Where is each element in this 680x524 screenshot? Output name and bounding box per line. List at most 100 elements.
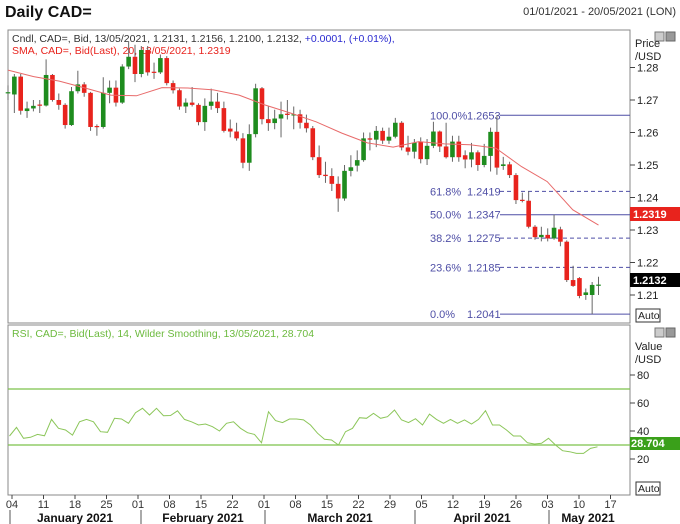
candle[interactable] — [342, 165, 347, 201]
candle[interactable] — [164, 56, 170, 86]
candle[interactable] — [570, 265, 576, 287]
candle[interactable] — [132, 44, 138, 83]
candle[interactable] — [278, 101, 284, 138]
candle[interactable] — [310, 126, 316, 161]
candle[interactable] — [151, 62, 157, 79]
candle[interactable] — [62, 103, 68, 129]
candle[interactable] — [456, 135, 462, 162]
candle[interactable] — [24, 101, 30, 118]
candle[interactable] — [545, 228, 551, 242]
candle[interactable] — [100, 77, 106, 129]
candle[interactable] — [177, 88, 182, 110]
date-range[interactable]: 01/01/2021 - 20/05/2021 (LON) — [523, 6, 676, 18]
fibonacci-retracement[interactable]: 100.0% 1.2653 61.8% 1.2419 50.0% 1.2347 38.2% 1… — [430, 110, 630, 321]
candle[interactable] — [589, 282, 595, 315]
candle[interactable] — [246, 124, 252, 171]
candle[interactable] — [348, 155, 354, 177]
candle[interactable] — [551, 214, 557, 240]
candle[interactable] — [126, 41, 131, 70]
candle[interactable] — [507, 161, 512, 178]
candle[interactable] — [227, 119, 233, 138]
close-icon[interactable] — [665, 31, 676, 42]
candle[interactable] — [5, 85, 11, 100]
candle[interactable] — [500, 156, 506, 170]
time-axis[interactable]: 04 11 18 25 01 08 15 22 01 08 15 22 29 05 12 19 26 03 10 17… — [6, 495, 617, 524]
candle[interactable] — [234, 122, 239, 141]
candle[interactable] — [558, 226, 563, 247]
candle[interactable] — [31, 100, 36, 112]
candle[interactable] — [380, 127, 385, 144]
candle[interactable] — [577, 277, 582, 299]
candle[interactable] — [469, 142, 474, 168]
candle[interactable] — [145, 46, 150, 76]
candle[interactable] — [50, 74, 55, 102]
candle[interactable] — [189, 87, 195, 107]
candle[interactable] — [69, 87, 74, 126]
maximize-icon[interactable] — [654, 31, 665, 42]
candle[interactable] — [329, 168, 335, 191]
candle[interactable] — [462, 150, 468, 169]
candle[interactable] — [75, 70, 81, 94]
candle[interactable] — [450, 135, 455, 162]
candle[interactable] — [291, 106, 297, 130]
rsi-axis[interactable]: 80 60 40 20 — [630, 370, 649, 466]
candle[interactable] — [158, 54, 163, 75]
candle[interactable] — [18, 74, 23, 115]
candle[interactable] — [119, 64, 125, 104]
candle[interactable] — [354, 150, 360, 172]
candle[interactable] — [37, 100, 43, 113]
candle[interactable] — [513, 173, 519, 204]
candle[interactable] — [297, 109, 303, 129]
candle[interactable] — [56, 93, 62, 110]
price-axis[interactable]: 1.28 1.27 1.26 1.25 1.24 1.23 1.22 1.21 — [630, 63, 658, 303]
price-auto-button[interactable] — [635, 308, 661, 323]
candle[interactable] — [107, 80, 112, 104]
rsi-auto-button[interactable] — [635, 481, 661, 496]
candle[interactable] — [526, 191, 531, 229]
candle[interactable] — [208, 88, 214, 110]
candle[interactable] — [443, 122, 449, 159]
candle[interactable] — [88, 91, 93, 131]
candle[interactable] — [373, 126, 379, 148]
candle[interactable] — [424, 139, 430, 165]
candle[interactable] — [431, 121, 436, 149]
candle[interactable] — [12, 74, 17, 113]
candle[interactable] — [481, 143, 487, 168]
candle[interactable] — [475, 150, 481, 171]
candle[interactable] — [335, 176, 341, 212]
candle[interactable] — [259, 87, 265, 125]
candle[interactable] — [196, 103, 201, 126]
candle[interactable] — [266, 106, 271, 131]
candle[interactable] — [367, 132, 373, 151]
candle[interactable] — [43, 59, 49, 107]
rsi-maximize-icon[interactable] — [654, 327, 665, 338]
candle[interactable] — [221, 101, 227, 133]
candle[interactable] — [215, 92, 220, 113]
candle[interactable] — [170, 80, 176, 94]
candle[interactable] — [539, 226, 544, 242]
candle[interactable] — [494, 115, 500, 175]
candle[interactable] — [285, 100, 290, 120]
candle[interactable] — [139, 46, 144, 78]
candle[interactable] — [316, 145, 322, 179]
candle[interactable] — [488, 127, 493, 172]
candle[interactable] — [361, 132, 366, 162]
candle[interactable] — [583, 288, 589, 300]
candle[interactable] — [183, 98, 189, 113]
candle[interactable] — [386, 127, 392, 144]
candle[interactable] — [81, 82, 87, 97]
candle[interactable] — [202, 98, 208, 131]
candle[interactable] — [240, 133, 246, 169]
candle[interactable] — [564, 240, 570, 282]
candle[interactable] — [323, 161, 328, 183]
rsi-close-icon[interactable] — [665, 327, 676, 338]
candle[interactable] — [520, 192, 525, 203]
candle[interactable] — [304, 114, 309, 133]
rsi-panel[interactable] — [7, 324, 631, 496]
candle[interactable] — [94, 124, 100, 136]
candle[interactable] — [253, 83, 258, 138]
candle[interactable] — [596, 276, 601, 295]
candle[interactable] — [272, 109, 277, 130]
candle[interactable] — [437, 130, 443, 152]
candle[interactable] — [393, 117, 398, 139]
